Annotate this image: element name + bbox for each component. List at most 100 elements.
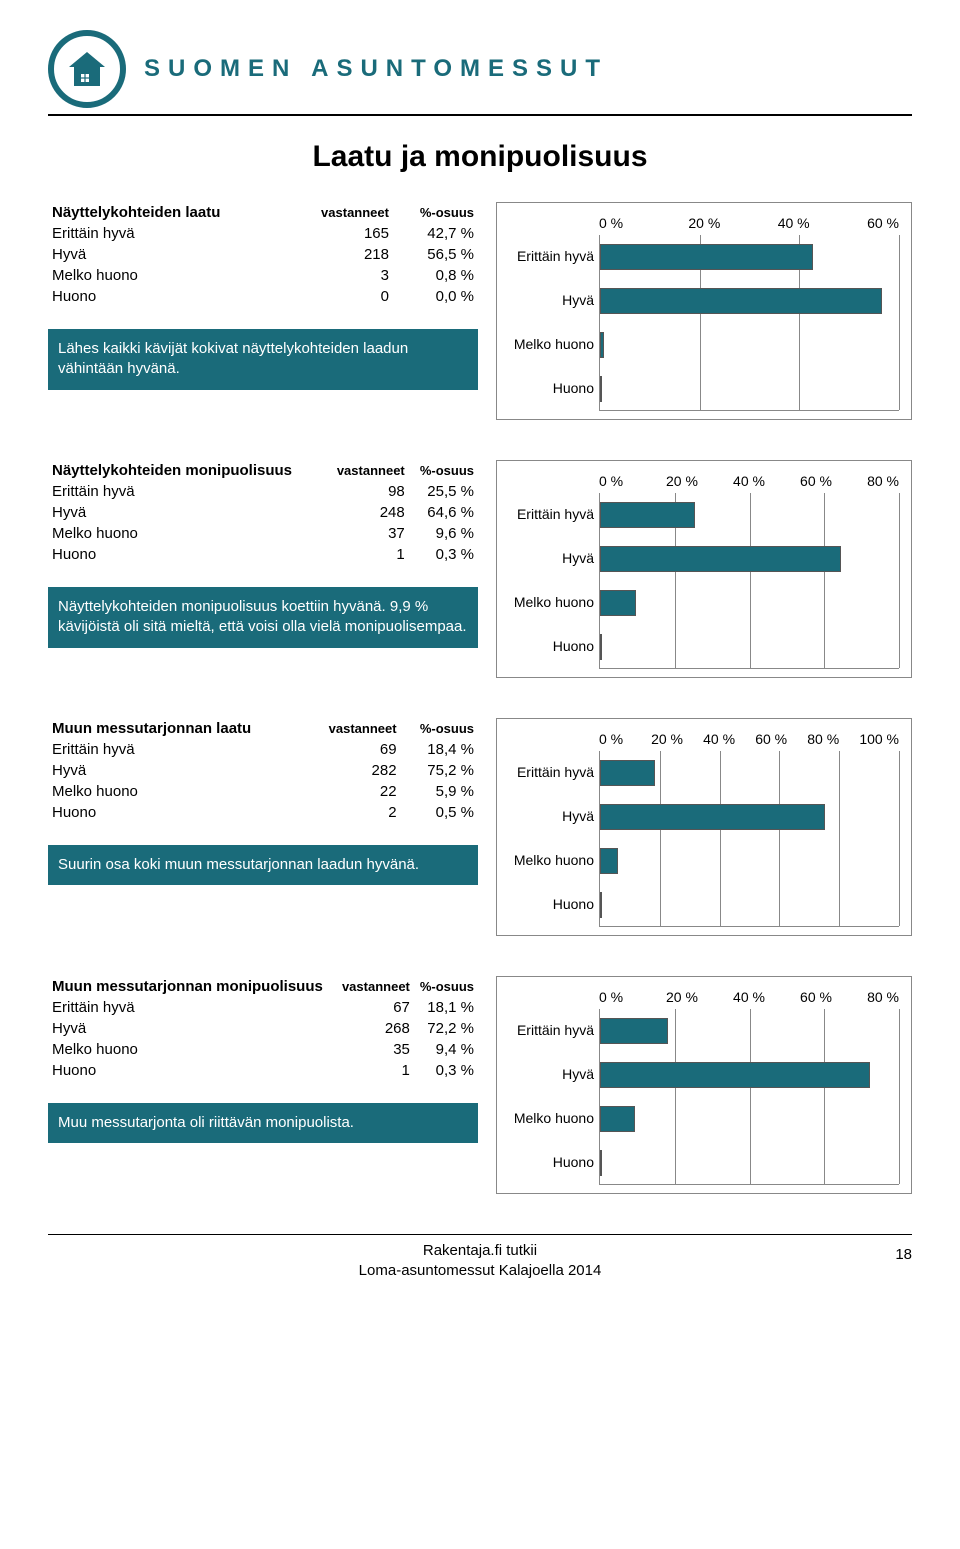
row-percent: 25,5 % bbox=[409, 481, 478, 502]
row-count: 1 bbox=[336, 1060, 414, 1081]
table-row: Melko huono30,8 % bbox=[48, 265, 478, 286]
summary-caption: Suurin osa koki muun messutarjonnan laad… bbox=[48, 845, 478, 885]
row-label: Hyvä bbox=[48, 760, 306, 781]
row-count: 0 bbox=[289, 286, 393, 307]
table-title: Muun messutarjonnan monipuolisuus bbox=[48, 976, 336, 997]
table-row: Hyvä21856,5 % bbox=[48, 244, 478, 265]
logo-icon bbox=[48, 30, 126, 108]
axis-tick: 0 % bbox=[599, 731, 651, 747]
chart-bar-row: Huono bbox=[600, 883, 899, 927]
row-count: 1 bbox=[324, 544, 409, 565]
row-percent: 5,9 % bbox=[401, 781, 478, 802]
axis-tick: 80 % bbox=[807, 731, 859, 747]
gridline bbox=[899, 751, 900, 926]
col-respondents: vastanneet bbox=[324, 460, 409, 481]
col-percentage: %-osuus bbox=[401, 718, 478, 739]
bar-label: Erittäin hyvä bbox=[506, 1023, 594, 1038]
bar bbox=[600, 634, 602, 660]
bar-label: Hyvä bbox=[506, 551, 594, 566]
row-count: 282 bbox=[306, 760, 401, 781]
bar-label: Huono bbox=[506, 1155, 594, 1170]
chart-axis: 0 %20 %40 %60 %80 % bbox=[599, 989, 899, 1005]
table-row: Huono10,3 % bbox=[48, 1060, 478, 1081]
gridline bbox=[899, 1009, 900, 1184]
row-count: 2 bbox=[306, 802, 401, 823]
bar bbox=[600, 892, 602, 918]
row-label: Erittäin hyvä bbox=[48, 997, 336, 1018]
gridline bbox=[899, 493, 900, 668]
axis-tick: 0 % bbox=[599, 473, 666, 489]
table-row: Erittäin hyvä9825,5 % bbox=[48, 481, 478, 502]
row-percent: 0,3 % bbox=[414, 1060, 478, 1081]
bar-chart: 0 %20 %40 %60 %80 %Erittäin hyväHyväMelk… bbox=[496, 460, 912, 678]
bar bbox=[600, 546, 841, 572]
col-percentage: %-osuus bbox=[414, 976, 478, 997]
row-percent: 9,6 % bbox=[409, 523, 478, 544]
row-count: 37 bbox=[324, 523, 409, 544]
row-label: Huono bbox=[48, 544, 324, 565]
row-count: 268 bbox=[336, 1018, 414, 1039]
row-percent: 56,5 % bbox=[393, 244, 478, 265]
data-table: Näyttelykohteiden laatuvastanneet%-osuus… bbox=[48, 202, 478, 307]
row-count: 218 bbox=[289, 244, 393, 265]
row-label: Huono bbox=[48, 1060, 336, 1081]
header: SUOMEN ASUNTOMESSUT bbox=[48, 30, 912, 108]
bar-chart: 0 %20 %40 %60 %Erittäin hyväHyväMelko hu… bbox=[496, 202, 912, 420]
axis-tick: 60 % bbox=[800, 473, 867, 489]
chart-bar-row: Hyvä bbox=[600, 1053, 899, 1097]
brand-name: SUOMEN ASUNTOMESSUT bbox=[144, 55, 912, 83]
table-row: Melko huono225,9 % bbox=[48, 781, 478, 802]
table-row: Melko huono379,6 % bbox=[48, 523, 478, 544]
bar bbox=[600, 1106, 635, 1132]
chart-bar-row: Melko huono bbox=[600, 323, 899, 367]
gridline bbox=[899, 235, 900, 410]
axis-tick: 20 % bbox=[651, 731, 703, 747]
row-percent: 72,2 % bbox=[414, 1018, 478, 1039]
row-label: Hyvä bbox=[48, 502, 324, 523]
bar-label: Melko huono bbox=[506, 337, 594, 352]
axis-tick: 0 % bbox=[599, 989, 666, 1005]
bar bbox=[600, 502, 695, 528]
axis-tick: 80 % bbox=[867, 989, 899, 1005]
row-label: Melko huono bbox=[48, 265, 289, 286]
summary-caption: Näyttelykohteiden monipuolisuus koettiin… bbox=[48, 587, 478, 648]
chart-bar-row: Hyvä bbox=[600, 795, 899, 839]
bar-label: Hyvä bbox=[506, 1067, 594, 1082]
row-label: Melko huono bbox=[48, 1039, 336, 1060]
bar-label: Erittäin hyvä bbox=[506, 765, 594, 780]
axis-tick: 100 % bbox=[859, 731, 899, 747]
bar bbox=[600, 332, 604, 358]
report-section: Muun messutarjonnan laatuvastanneet%-osu… bbox=[48, 718, 912, 936]
footer-line-2: Loma-asuntomessut Kalajoella 2014 bbox=[48, 1261, 912, 1281]
row-label: Hyvä bbox=[48, 244, 289, 265]
row-percent: 75,2 % bbox=[401, 760, 478, 781]
axis-tick: 60 % bbox=[755, 731, 807, 747]
row-count: 35 bbox=[336, 1039, 414, 1060]
table-row: Erittäin hyvä6918,4 % bbox=[48, 739, 478, 760]
bar-label: Hyvä bbox=[506, 293, 594, 308]
axis-tick: 60 % bbox=[800, 989, 867, 1005]
bar-chart: 0 %20 %40 %60 %80 %100 % Erittäin hyvä Hyv… bbox=[496, 718, 912, 936]
bar bbox=[600, 590, 636, 616]
page-title: Laatu ja monipuolisuus bbox=[48, 140, 912, 174]
chart-bar-row: Melko huono bbox=[600, 581, 899, 625]
row-label: Erittäin hyvä bbox=[48, 223, 289, 244]
col-percentage: %-osuus bbox=[393, 202, 478, 223]
axis-tick: 40 % bbox=[703, 731, 755, 747]
axis-tick: 20 % bbox=[688, 215, 777, 231]
table-title: Näyttelykohteiden laatu bbox=[48, 202, 289, 223]
col-percentage: %-osuus bbox=[409, 460, 478, 481]
row-percent: 9,4 % bbox=[414, 1039, 478, 1060]
row-percent: 64,6 % bbox=[409, 502, 478, 523]
summary-caption: Lähes kaikki kävijät kokivat näyttelykoh… bbox=[48, 329, 478, 390]
axis-tick: 40 % bbox=[733, 989, 800, 1005]
table-row: Hyvä26872,2 % bbox=[48, 1018, 478, 1039]
report-section: Muun messutarjonnan monipuolisuusvastann… bbox=[48, 976, 912, 1194]
axis-tick: 80 % bbox=[867, 473, 899, 489]
row-percent: 18,4 % bbox=[401, 739, 478, 760]
axis-tick: 40 % bbox=[733, 473, 800, 489]
axis-tick: 20 % bbox=[666, 473, 733, 489]
row-percent: 0,5 % bbox=[401, 802, 478, 823]
bar bbox=[600, 1018, 668, 1044]
row-count: 22 bbox=[306, 781, 401, 802]
